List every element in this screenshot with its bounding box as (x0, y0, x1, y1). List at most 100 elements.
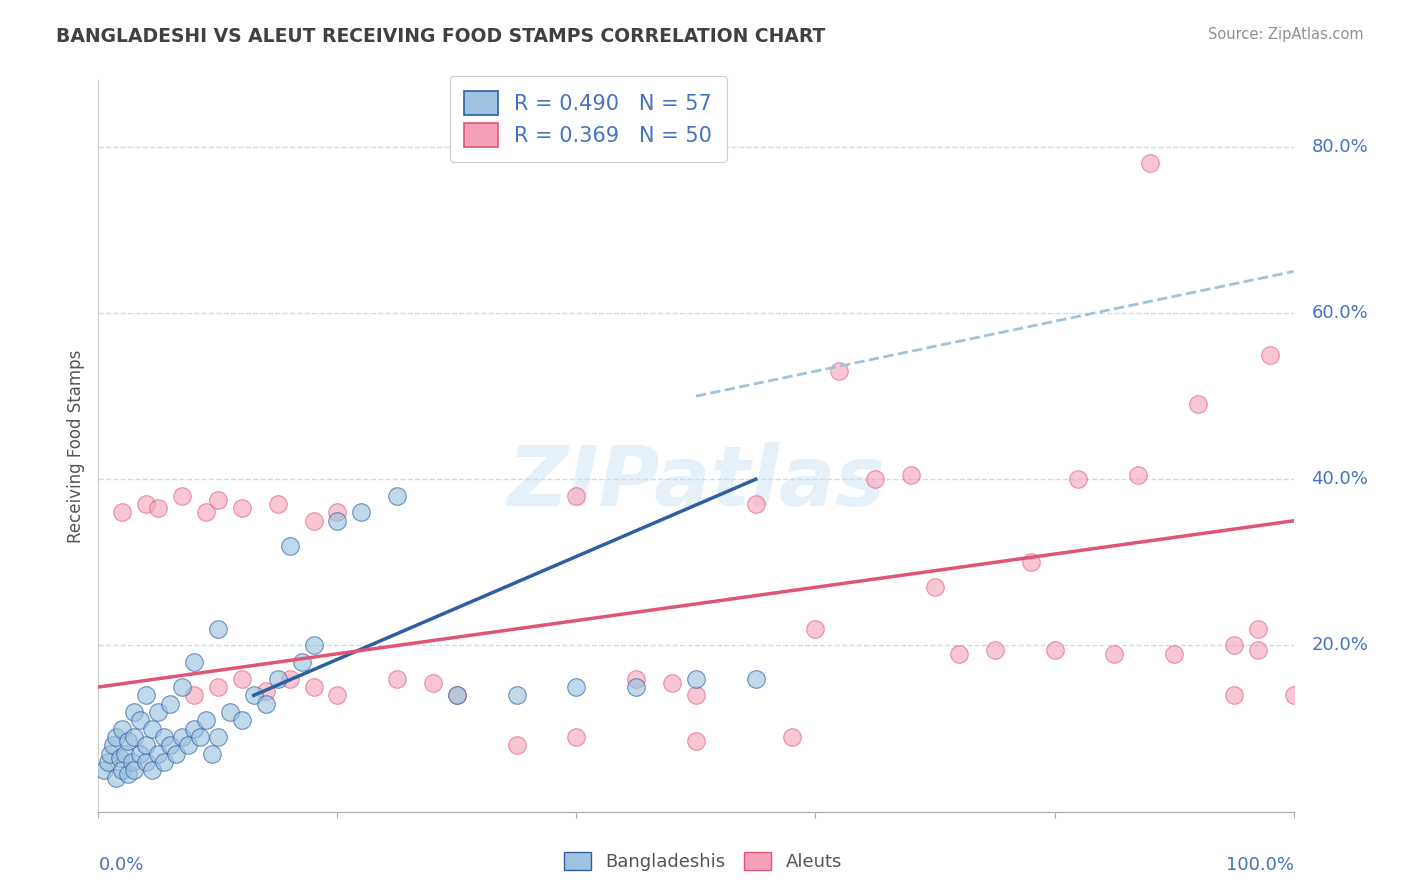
Point (207, 730, 229, 744)
Point (565, 730, 588, 744)
Point (135, 755, 157, 769)
Point (231, 714, 253, 728)
Point (135, 738, 157, 752)
Point (506, 738, 529, 752)
Point (207, 680, 229, 694)
Point (685, 689, 707, 703)
Point (1163, 647, 1185, 661)
Point (231, 672, 253, 686)
Point (183, 689, 205, 703)
Point (141, 763, 163, 777)
Point (243, 689, 266, 703)
Text: 80.0%: 80.0% (1312, 137, 1368, 156)
Point (148, 501, 170, 516)
Point (1247, 642, 1270, 657)
Point (1258, 347, 1281, 362)
Point (326, 506, 349, 520)
Point (267, 672, 290, 686)
Point (1187, 397, 1209, 411)
Point (948, 647, 970, 661)
Point (124, 705, 146, 719)
Y-axis label: Receiving Food Stamps: Receiving Food Stamps (66, 350, 84, 542)
Point (984, 642, 1007, 657)
Point (291, 655, 314, 669)
Point (97, 755, 120, 769)
Legend: Bangladeshis, Aleuts: Bangladeshis, Aleuts (557, 845, 849, 879)
Point (278, 672, 301, 686)
Point (780, 730, 803, 744)
Point (117, 767, 139, 781)
Point (148, 747, 170, 761)
Point (326, 514, 349, 528)
Point (101, 738, 124, 752)
Point (135, 689, 157, 703)
Point (1139, 156, 1161, 170)
Text: ZIPatlas: ZIPatlas (508, 442, 884, 523)
Point (685, 672, 707, 686)
Point (188, 730, 211, 744)
Point (177, 738, 200, 752)
Point (172, 489, 194, 503)
Point (1067, 472, 1090, 486)
Point (108, 750, 131, 764)
Point (1043, 642, 1066, 657)
Point (302, 639, 325, 653)
Point (183, 655, 205, 669)
Point (172, 680, 194, 694)
Point (254, 684, 277, 698)
Point (302, 680, 325, 694)
Point (207, 622, 229, 636)
Text: 20.0%: 20.0% (1312, 637, 1368, 655)
Point (385, 489, 409, 503)
Point (661, 676, 683, 690)
Point (183, 722, 205, 736)
Point (121, 755, 143, 769)
Point (117, 734, 139, 748)
Point (626, 680, 648, 694)
Point (195, 506, 218, 520)
Point (159, 697, 181, 711)
Point (685, 734, 707, 748)
Point (385, 672, 409, 686)
Point (565, 489, 588, 503)
Point (219, 705, 242, 719)
Point (231, 501, 253, 516)
Point (148, 705, 170, 719)
Point (446, 689, 468, 703)
Point (350, 506, 373, 520)
Point (98, 747, 122, 761)
Point (201, 747, 224, 761)
Point (1282, 689, 1305, 703)
Point (267, 497, 290, 511)
Point (1223, 689, 1246, 703)
Point (105, 730, 128, 744)
Point (135, 497, 157, 511)
Point (626, 672, 648, 686)
Point (111, 506, 134, 520)
Point (124, 730, 146, 744)
Text: 0.0%: 0.0% (98, 855, 143, 873)
Point (745, 497, 768, 511)
Point (1104, 647, 1126, 661)
Point (111, 763, 134, 777)
Point (828, 364, 851, 378)
Point (111, 722, 134, 736)
Point (124, 763, 146, 777)
Point (141, 722, 163, 736)
Point (302, 514, 325, 528)
Point (278, 539, 301, 553)
Point (254, 697, 277, 711)
Point (114, 747, 136, 761)
Point (165, 747, 187, 761)
Point (506, 689, 529, 703)
Point (1247, 622, 1270, 636)
Point (153, 730, 176, 744)
Point (153, 755, 176, 769)
Legend: R = 0.490   N = 57, R = 0.369   N = 50: R = 0.490 N = 57, R = 0.369 N = 50 (450, 76, 727, 161)
Point (172, 730, 194, 744)
Point (129, 714, 152, 728)
Point (900, 468, 922, 483)
Point (1019, 555, 1042, 569)
Point (195, 714, 218, 728)
Point (924, 580, 946, 594)
